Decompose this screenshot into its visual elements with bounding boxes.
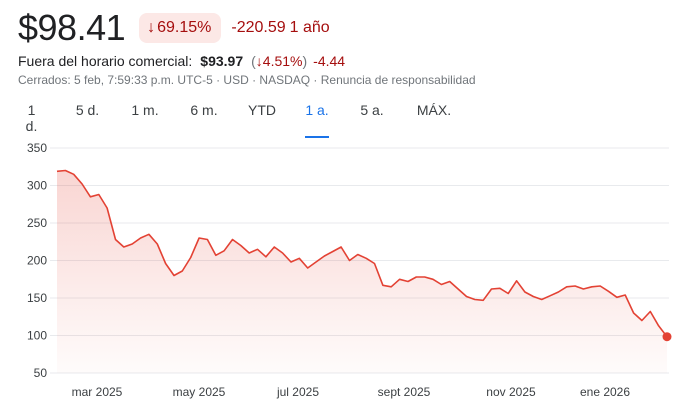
y-tick-label: 350 (27, 141, 47, 155)
change-percent: 69.15% (157, 19, 212, 36)
arrow-down-icon: ↓ (255, 53, 263, 69)
y-tick-label: 300 (27, 179, 47, 193)
y-tick-label: 200 (27, 254, 47, 268)
x-tick-label: jul 2025 (276, 385, 319, 399)
tab-ytd[interactable]: YTD (248, 102, 276, 118)
tab-6m[interactable]: 6 m. (190, 102, 218, 118)
x-tick-label: mar 2025 (72, 385, 123, 399)
x-tick-label: sept 2025 (378, 385, 431, 399)
last-price-marker (662, 332, 672, 342)
x-tick-label: nov 2025 (486, 385, 536, 399)
tab-max[interactable]: MÁX. (416, 102, 452, 118)
tab-1m[interactable]: 1 m. (131, 102, 159, 118)
current-price: $98.41 (18, 7, 126, 48)
range-tabs: 1 d. 5 d. 1 m. 6 m. YTD 1 a. 5 a. MÁX. (20, 100, 452, 138)
y-tick-label: 50 (34, 366, 48, 380)
change-absolute-group: -220.59 1 año (231, 19, 329, 37)
tab-1y[interactable]: 1 a. (305, 100, 329, 138)
y-tick-label: 100 (27, 329, 47, 343)
arrow-down-icon: ↓ (147, 19, 156, 36)
price-line (56, 169, 668, 338)
change-absolute: -220.59 (231, 19, 286, 36)
after-hours-row: Fuera del horario comercial: $93.97 (↓4.… (18, 53, 345, 69)
y-tick-label: 250 (27, 216, 47, 230)
x-tick-label: ene 2026 (580, 385, 630, 399)
after-hours-percent: (↓4.51%) (251, 53, 307, 69)
after-hours-change: -4.44 (313, 53, 346, 69)
change-period: 1 año (289, 19, 330, 36)
after-hours-price: $93.97 (200, 53, 244, 69)
change-percent-badge: ↓ 69.15% (139, 13, 222, 43)
price-area-fill (57, 170, 667, 373)
after-hours-percent-value: 4.51% (262, 53, 303, 69)
tab-1d[interactable]: 1 d. (25, 102, 38, 134)
market-status-line: Cerrados: 5 feb, 7:59:33 p.m. UTC-5 · US… (18, 73, 476, 87)
paren-close: ) (302, 53, 308, 69)
tab-5y[interactable]: 5 a. (360, 102, 384, 118)
y-tick-label: 150 (27, 291, 47, 305)
quote-header: $98.41 ↓ 69.15% -220.59 1 año (18, 8, 330, 48)
x-tick-label: may 2025 (173, 385, 226, 399)
after-hours-label: Fuera del horario comercial: (18, 53, 193, 69)
paren-open: ( (251, 53, 256, 69)
tab-5d[interactable]: 5 d. (75, 102, 100, 118)
